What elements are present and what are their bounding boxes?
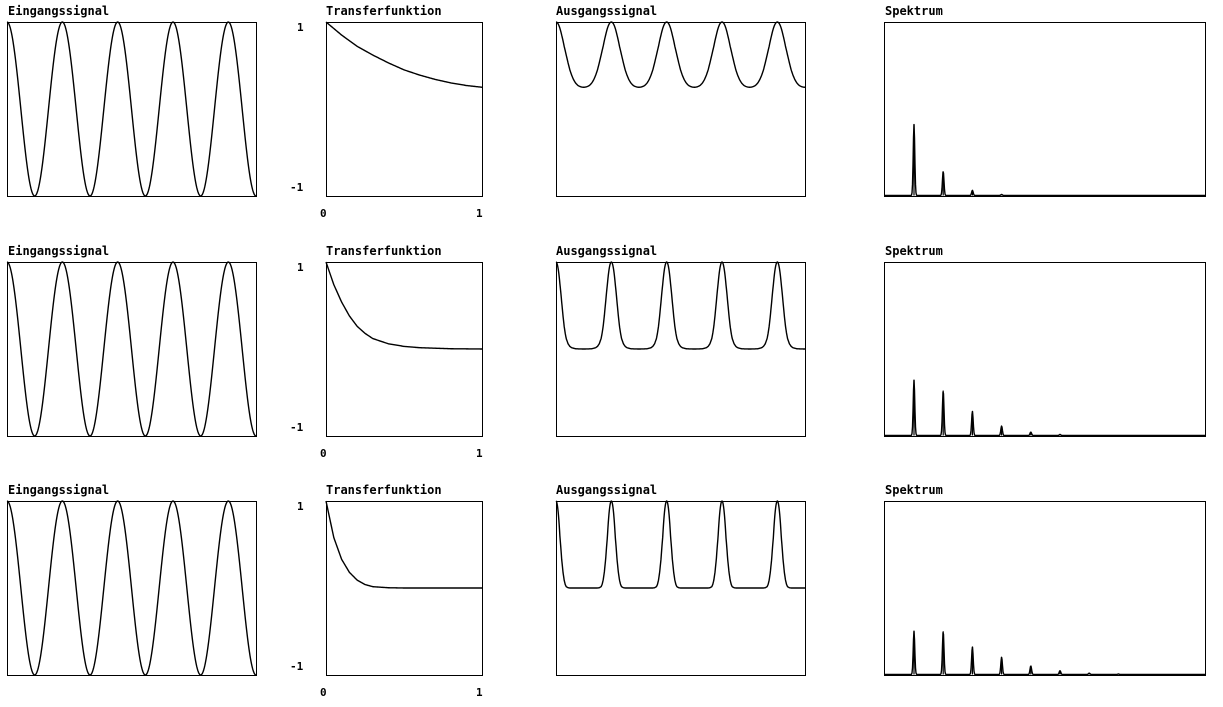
x-tick-left: 0 <box>320 686 327 699</box>
transfer-function-line <box>325 21 483 88</box>
output-signal-plot <box>555 500 806 676</box>
spectrum-plot <box>883 22 1206 197</box>
panel-title-spectrum: Spektrum <box>885 4 943 18</box>
x-tick-right: 1 <box>476 686 483 699</box>
panel-title-input: Eingangssignal <box>8 244 110 258</box>
panel-title-transfer: Transferfunktion <box>326 244 442 258</box>
plot-frame <box>884 22 1206 197</box>
panel-title-spectrum: Spektrum <box>885 244 943 258</box>
plot-frame <box>884 262 1206 437</box>
transfer-function-line <box>325 261 483 350</box>
transfer-function-plot <box>325 500 483 676</box>
x-tick-left: 0 <box>320 207 327 220</box>
plot-frame <box>884 501 1206 676</box>
x-tick-right: 1 <box>476 207 483 220</box>
y-tick-bottom: -1 <box>290 181 304 194</box>
y-tick-bottom: -1 <box>290 421 304 434</box>
y-tick-bottom: -1 <box>290 660 304 673</box>
output-signal-plot <box>555 261 806 437</box>
spectrum-line <box>883 379 1206 437</box>
transfer-function-line <box>325 500 482 589</box>
y-tick-top: 1 <box>297 21 304 34</box>
input-signal-line <box>6 500 257 676</box>
transfer-function-plot <box>325 261 483 437</box>
panel-title-input: Eingangssignal <box>8 483 110 497</box>
y-tick-top: 1 <box>297 261 304 274</box>
spectrum-line <box>883 123 1206 197</box>
output-signal-plot <box>555 21 806 197</box>
panel-title-transfer: Transferfunktion <box>326 483 442 497</box>
panel-title-output: Ausgangssignal <box>556 244 658 258</box>
plot-frame <box>326 262 483 437</box>
panel-title-output: Ausgangssignal <box>556 4 658 18</box>
panel-title-transfer: Transferfunktion <box>326 4 442 18</box>
x-tick-left: 0 <box>320 447 327 460</box>
y-tick-top: 1 <box>297 500 304 513</box>
plot-frame <box>556 262 806 437</box>
input-signal-plot <box>6 500 257 676</box>
plot-frame <box>556 22 806 197</box>
input-signal-plot <box>6 261 257 437</box>
output-signal-line <box>555 21 806 88</box>
output-signal-line <box>555 261 806 350</box>
spectrum-plot <box>883 501 1206 676</box>
input-signal-line <box>6 261 257 437</box>
panel-title-spectrum: Spektrum <box>885 483 943 497</box>
input-signal-line <box>6 21 257 197</box>
plot-frame <box>326 22 483 197</box>
x-tick-right: 1 <box>476 447 483 460</box>
transfer-function-plot <box>325 21 483 197</box>
spectrum-line <box>883 630 1206 676</box>
output-signal-line <box>555 500 806 589</box>
spectrum-plot <box>883 262 1206 437</box>
input-signal-plot <box>6 21 257 197</box>
panel-title-output: Ausgangssignal <box>556 483 658 497</box>
panel-title-input: Eingangssignal <box>8 4 110 18</box>
